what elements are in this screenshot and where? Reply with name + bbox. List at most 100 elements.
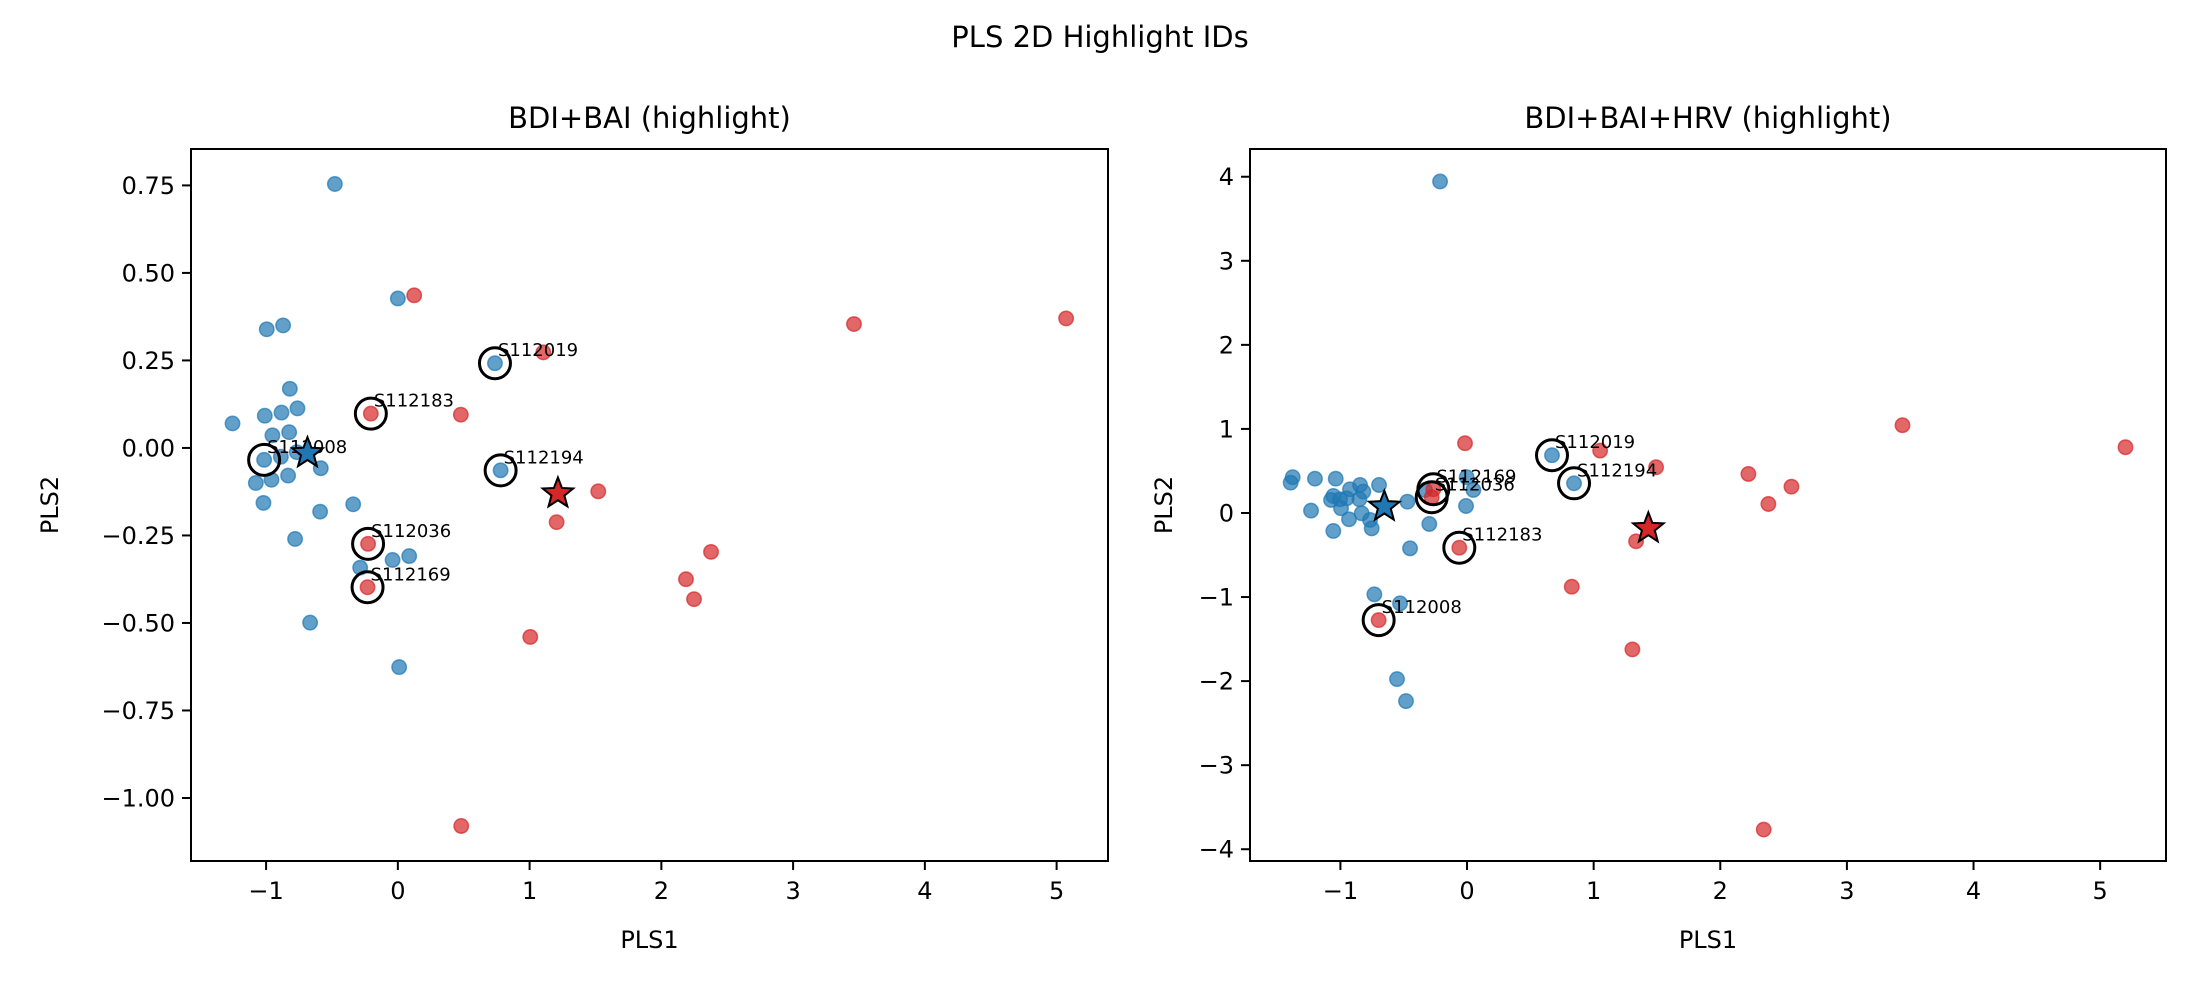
- group0-point: [1458, 498, 1474, 514]
- panel-title: BDI+BAI (highlight): [508, 101, 791, 135]
- group0-centroid-star-marker: [1366, 487, 1403, 522]
- highlight-label: S112008: [1382, 597, 1462, 618]
- panel-bdi-bai: BDI+BAI (highlight) PLS1 PLS2 S112008S11…: [36, 101, 1109, 954]
- group1-point: [1648, 459, 1665, 476]
- group1-point: [522, 629, 539, 645]
- group1-point: [1755, 821, 1772, 838]
- y-tick-label: 0.25: [122, 347, 175, 375]
- x-tick-label: 1: [1586, 877, 1601, 905]
- group0-point: [1398, 693, 1414, 710]
- highlight-label: S112169: [371, 564, 451, 585]
- highlight-label: S112183: [1462, 525, 1542, 546]
- y-axis-label: PLS2: [36, 476, 64, 534]
- axis-ticks: −1 0 1 2 3 4 5 4 3 2 1 0 −1 −2 −3 −4: [1199, 163, 2108, 905]
- group1-point: [1370, 612, 1387, 629]
- group1-point: [548, 514, 565, 531]
- group1-point: [1740, 466, 1757, 482]
- group0-point: [1465, 482, 1482, 498]
- group0-point: [256, 451, 273, 468]
- highlight-ring: [1414, 480, 1449, 515]
- group0-point: [326, 176, 343, 192]
- group0-point: [1327, 470, 1344, 487]
- group0-point: [275, 317, 292, 334]
- group0-point: [287, 531, 304, 547]
- highlight-ring: [1534, 438, 1569, 473]
- group0-point: [302, 614, 319, 631]
- group1-point: [1457, 435, 1473, 452]
- group1-point: [1592, 442, 1609, 459]
- highlight-label: S112169: [1436, 466, 1516, 487]
- y-tick-label: −0.75: [101, 697, 175, 725]
- figure-suptitle: PLS 2D Highlight IDs: [951, 20, 1248, 54]
- group0-point: [1341, 511, 1357, 528]
- y-tick-label: 0.50: [122, 259, 175, 287]
- group1-point: [362, 405, 379, 422]
- y-axis-label: PLS2: [1150, 476, 1178, 534]
- y-tick-label: −0.25: [101, 522, 175, 550]
- panel-title: BDI+BAI+HRV (highlight): [1524, 101, 1891, 135]
- x-tick-label: 3: [785, 877, 800, 905]
- group1-point: [1451, 539, 1468, 556]
- highlight-label: S112036: [371, 521, 451, 542]
- group0-point: [264, 427, 281, 444]
- group1-point: [1563, 578, 1580, 595]
- group1-point: [1783, 478, 1800, 495]
- group1-point: [452, 406, 469, 423]
- highlight-ring: [477, 346, 512, 381]
- group0-point: [1333, 500, 1349, 517]
- highlight-ring: [351, 526, 386, 561]
- x-tick-label: 1: [522, 877, 537, 905]
- highlight-label: S112019: [1555, 432, 1635, 453]
- highlight-label: S112183: [374, 391, 454, 412]
- highlight-ring: [353, 396, 388, 431]
- group0-point: [345, 496, 362, 513]
- group0-point: [401, 548, 418, 565]
- group1-point: [1058, 310, 1075, 327]
- group1-point: [1760, 496, 1777, 512]
- group0-centroid-star-marker: [289, 434, 326, 469]
- group0-point: [256, 407, 273, 424]
- x-tick-label: 4: [917, 877, 932, 905]
- group1-point: [1894, 417, 1911, 434]
- highlight-label: S112019: [498, 340, 578, 361]
- group0-point: [289, 400, 306, 417]
- y-tick-label: −3: [1199, 752, 1234, 780]
- group1-centroid-star-marker: [540, 474, 576, 509]
- group0-point: [389, 290, 406, 307]
- group1-point: [453, 818, 470, 834]
- group0-point: [1544, 447, 1560, 464]
- group0-point: [255, 494, 272, 511]
- y-tick-label: −4: [1199, 836, 1234, 864]
- highlight-label: S112194: [1577, 460, 1657, 481]
- group1-centroid-star-marker: [1630, 509, 1667, 544]
- y-tick-label: 0.00: [122, 434, 175, 462]
- x-axis-label: PLS1: [1679, 926, 1737, 954]
- group0-point: [1566, 475, 1582, 492]
- group1-point: [590, 483, 607, 500]
- group0-point: [391, 659, 408, 676]
- group0-point: [1303, 502, 1319, 519]
- axes-frame: [190, 148, 1109, 862]
- group0-point: [1389, 671, 1405, 688]
- group0-point: [1458, 469, 1475, 486]
- x-tick-label: 5: [1049, 877, 1064, 905]
- x-axis-label: PLS1: [620, 926, 678, 954]
- y-tick-label: 1: [1219, 415, 1234, 443]
- y-tick-label: 2: [1219, 331, 1234, 359]
- group1-point: [359, 579, 376, 596]
- group0-point: [492, 462, 509, 479]
- group1-point: [1624, 641, 1641, 658]
- group0-point: [384, 552, 401, 568]
- x-tick-label: −1: [1323, 877, 1358, 905]
- highlight-label: S112194: [504, 447, 584, 468]
- highlight-ring: [247, 442, 282, 477]
- group0-point: [312, 503, 329, 520]
- highlight-label: S112036: [1435, 474, 1515, 495]
- group1-point: [703, 543, 719, 560]
- group0-point: [1402, 540, 1419, 557]
- y-tick-label: 4: [1219, 163, 1234, 191]
- y-tick-label: −1: [1199, 584, 1234, 612]
- highlight-ring: [1557, 466, 1592, 501]
- axes-frame: [1249, 148, 2167, 862]
